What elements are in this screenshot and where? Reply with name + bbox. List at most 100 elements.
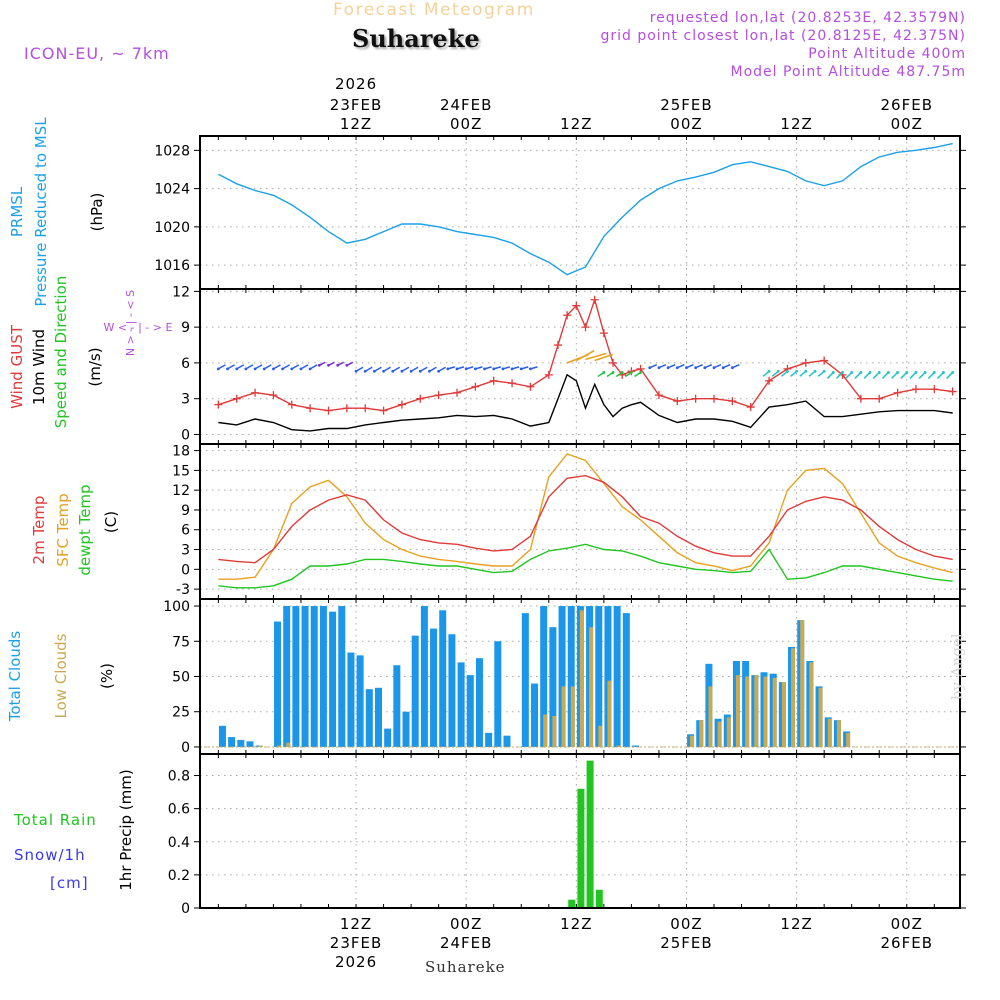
y-tick-label: 25 <box>172 705 190 721</box>
watermark: by Angel <box>948 633 966 700</box>
wind-gust-marker <box>232 394 241 403</box>
wind-direction-arrow <box>854 371 862 379</box>
wind-direction-arrow <box>585 352 607 361</box>
total-cloud-bar <box>439 610 447 747</box>
wind-arrow-head <box>418 369 422 373</box>
wind-arrow-head <box>822 369 826 373</box>
total-cloud-bar <box>274 621 282 747</box>
wind-gust-marker <box>379 406 388 415</box>
wind-gust-marker <box>526 382 535 391</box>
x-axis-label-top: 2026 <box>335 75 377 93</box>
wind-10m-line <box>218 373 953 432</box>
wind-arrow-head <box>510 367 514 371</box>
wind-arrow-head <box>226 367 229 371</box>
wind-gust-marker <box>654 391 663 400</box>
x-axis-label-bottom: 23FEB <box>330 934 382 952</box>
precip-bar <box>586 760 594 908</box>
wind-gust-marker <box>342 404 351 413</box>
low-cloud-bar <box>258 745 263 747</box>
temp-unit: (C) <box>102 511 120 533</box>
y-tick-label: 100 <box>163 599 190 615</box>
temp-2m-label: 2m Temp <box>30 496 48 565</box>
low-cloud-bar <box>800 620 805 747</box>
model-label: ICON-EU, ~ 7km <box>24 44 170 63</box>
wind-arrow-head <box>887 371 890 374</box>
wind-gust-line <box>218 297 953 412</box>
wind-gust-marker <box>324 406 333 415</box>
wind-arrow-head <box>841 371 844 374</box>
wind-arrow-head <box>905 371 909 374</box>
wind-arrow-head <box>299 367 303 371</box>
dewpoint-line <box>218 543 953 589</box>
wind-arrow-head <box>529 367 532 371</box>
wind-gust-label: Wind GUST <box>8 324 26 409</box>
panel-frame <box>199 443 961 600</box>
wind-gust-marker <box>287 400 296 409</box>
low-cloud-bar <box>754 675 759 747</box>
total-clouds-label: Total Clouds <box>6 631 24 723</box>
total-cloud-bar <box>622 613 630 747</box>
wind-gust-marker <box>856 394 865 403</box>
wind-direction-arrow <box>927 371 935 379</box>
wind-arrow-head <box>446 367 450 371</box>
requested-coords: requested lon,lat (20.8253E, 42.3579N) <box>649 10 966 26</box>
total-cloud-bar <box>310 606 318 747</box>
x-axis-label-bottom: 12Z <box>560 915 592 933</box>
sfc-temp-line <box>218 453 953 580</box>
point-altitude: Point Altitude 400m <box>808 46 966 62</box>
x-axis-label-top: 25FEB <box>660 96 712 114</box>
low-cloud-bar <box>616 745 621 747</box>
wind-arrow-head <box>253 367 257 371</box>
wind-arrow-head <box>786 369 789 373</box>
wind-arrow-head <box>620 371 624 374</box>
wind-arrow-head <box>795 369 799 373</box>
wind-arrow-head <box>345 363 349 367</box>
wind-gust-marker <box>434 391 443 400</box>
wind-gust-marker <box>609 358 618 367</box>
wind-arrow-head <box>492 367 496 371</box>
wind-arrow-head <box>951 371 955 374</box>
x-axis-label-bottom: 24FEB <box>440 934 492 952</box>
wind-arrow-head <box>382 369 385 373</box>
x-axis-label-top: 26FEB <box>881 96 933 114</box>
y-tick-label: 0.8 <box>168 769 190 785</box>
pressure-label: PRMSL <box>8 186 26 237</box>
wind-gust-marker <box>269 391 278 400</box>
y-tick-label: 50 <box>172 670 190 686</box>
wind-arrow-head <box>657 366 661 370</box>
wind-arrow-head <box>923 371 927 374</box>
y-tick-label: 15 <box>172 463 190 479</box>
wind-gust-marker <box>581 323 590 332</box>
low-cloud-bar <box>579 610 584 747</box>
wind-direction-arrow <box>900 371 908 379</box>
total-cloud-bar <box>228 737 236 747</box>
y-tick-label: 1028 <box>154 143 190 159</box>
x-axis-label-bottom: 26FEB <box>881 934 933 952</box>
total-cloud-bar <box>613 606 621 747</box>
wind-gust-marker <box>893 388 902 397</box>
pressure-label: Pressure Reduced to MSL <box>32 117 50 307</box>
wind-arrow-head <box>400 369 404 373</box>
total-cloud-bar <box>631 745 639 747</box>
wind-gust-marker <box>397 400 406 409</box>
wind-gust-marker <box>453 388 462 397</box>
wind-arrow-head <box>464 367 468 371</box>
y-tick-label: 6 <box>181 356 190 372</box>
2m-temp-line <box>218 474 953 564</box>
wind-arrow-head <box>501 367 505 371</box>
wind-gust-marker <box>911 385 920 394</box>
gridpoint-coords: grid point closest lon,lat (20.8125E, 42… <box>600 28 966 44</box>
compass-we: W < - | - > E <box>104 321 173 334</box>
total-cloud-bar <box>430 628 438 747</box>
wind-arrow-head <box>473 367 477 371</box>
pressure-unit: (hPa) <box>88 193 106 232</box>
wind-direction-arrow <box>826 371 834 379</box>
compass-ns: N > - | - < S <box>124 290 137 356</box>
frame-layer <box>194 135 966 909</box>
wind-arrow-head <box>703 366 707 370</box>
wind-arrow-head <box>850 371 854 374</box>
y-tick-label: 3 <box>181 392 190 408</box>
x-axis-label-top: 12Z <box>560 115 592 133</box>
wind-arrow-head <box>409 369 413 373</box>
total-cloud-bar <box>402 711 410 747</box>
